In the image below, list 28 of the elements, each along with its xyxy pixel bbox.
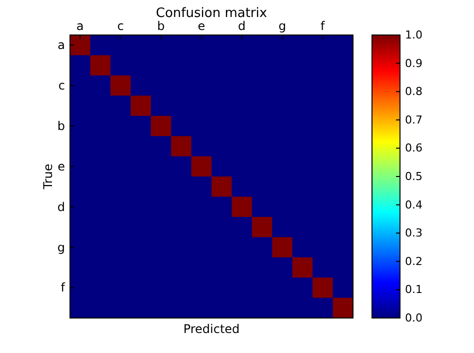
x-tick-label: b (157, 19, 165, 33)
color-bar-label: 0.0 (405, 312, 422, 324)
x-axis-title: Predicted (183, 322, 240, 336)
color-bar-label: 0.8 (405, 85, 422, 98)
color-bar-label: 0.3 (405, 226, 422, 240)
y-tick-label: g (57, 240, 65, 254)
x-tick-label: e (198, 19, 206, 33)
color-bar-label: 0.4 (405, 198, 422, 212)
y-tick-label: c (58, 78, 65, 93)
chart-title: Confusion matrix (156, 6, 268, 21)
color-bar-label: 0.9 (405, 56, 422, 70)
color-bar-label: 0.1 (405, 283, 422, 296)
color-bar-label: 0.6 (405, 142, 422, 155)
color-bar-label: 0.7 (405, 113, 422, 126)
color-bar-label: 0.5 (405, 170, 422, 183)
y-tick-label: e (58, 159, 65, 174)
y-tick-label: d (57, 200, 65, 214)
x-tick-label: a (76, 19, 84, 33)
y-axis-title: True (41, 164, 55, 190)
y-tick-label: b (57, 118, 65, 133)
color-bar-label: 1.0 (405, 28, 422, 42)
color-bar-label: 0.2 (405, 254, 422, 268)
x-tick-label: f (320, 19, 326, 33)
y-tick-label: a (58, 38, 65, 52)
y-tick-label: f (60, 280, 66, 295)
x-tick-label: c (117, 19, 124, 33)
x-tick-label: g (278, 19, 286, 33)
x-tick-label: d (238, 19, 246, 33)
